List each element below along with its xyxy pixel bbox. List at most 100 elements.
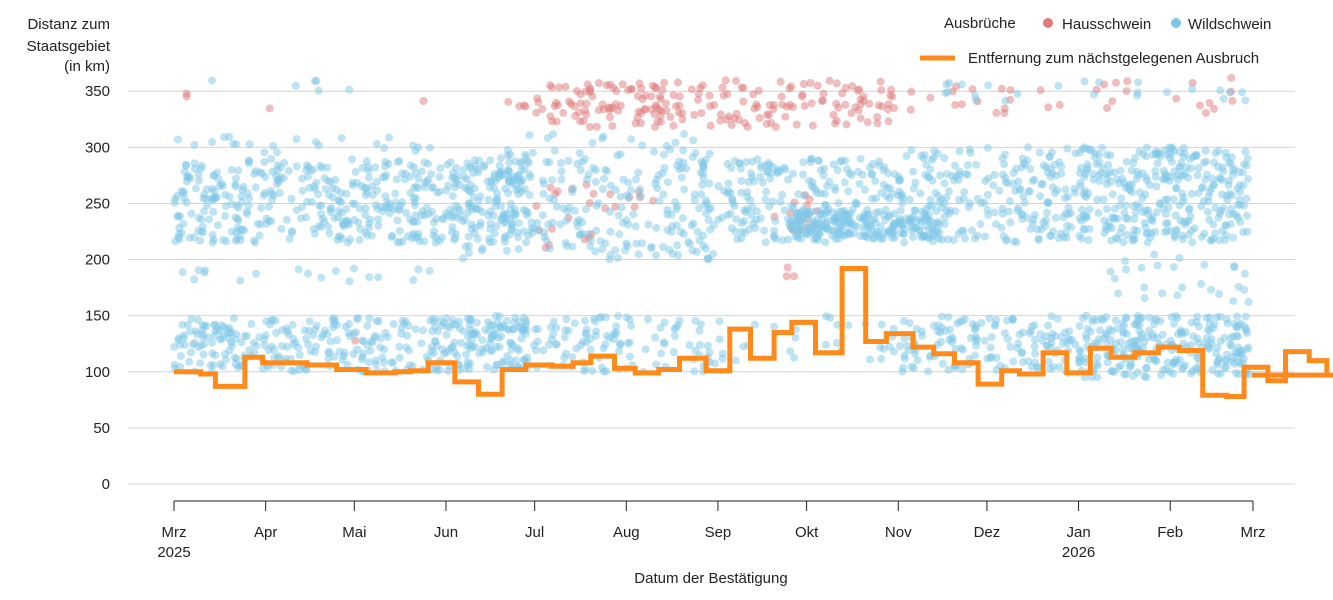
point-wildschwein	[365, 314, 374, 323]
point-hausschwein	[1228, 96, 1237, 105]
point-wildschwein	[1062, 233, 1071, 242]
point-wildschwein	[911, 206, 920, 215]
point-wildschwein	[810, 220, 819, 229]
point-wildschwein	[756, 172, 765, 181]
point-wildschwein	[1222, 363, 1231, 372]
point-wildschwein	[1226, 159, 1235, 168]
point-wildschwein	[484, 318, 493, 327]
point-hausschwein	[1210, 104, 1218, 113]
point-wildschwein	[954, 229, 963, 238]
point-wildschwein	[936, 171, 945, 180]
point-wildschwein	[709, 221, 718, 229]
point-wildschwein	[499, 212, 508, 221]
point-wildschwein	[698, 180, 707, 189]
point-wildschwein	[958, 365, 967, 374]
point-wildschwein	[343, 360, 352, 369]
point-wildschwein	[572, 344, 581, 353]
point-hausschwein	[1112, 78, 1120, 87]
point-wildschwein	[225, 192, 234, 201]
point-wildschwein	[1215, 236, 1224, 245]
point-wildschwein	[374, 215, 383, 224]
point-wildschwein	[364, 163, 373, 172]
point-wildschwein	[1006, 197, 1014, 206]
point-wildschwein	[252, 269, 260, 278]
point-hausschwein	[732, 76, 741, 85]
point-wildschwein	[860, 222, 869, 230]
point-hausschwein	[831, 119, 840, 128]
point-wildschwein	[634, 168, 643, 177]
point-wildschwein	[977, 198, 986, 207]
point-wildschwein	[485, 326, 493, 335]
point-wildschwein	[1129, 372, 1138, 380]
point-wildschwein	[917, 327, 926, 336]
point-hausschwein	[997, 84, 1006, 93]
point-wildschwein	[592, 226, 601, 235]
point-wildschwein	[1176, 216, 1185, 225]
point-wildschwein	[528, 228, 537, 237]
point-wildschwein	[227, 165, 236, 174]
point-wildschwein	[1129, 159, 1138, 167]
point-wildschwein	[525, 131, 534, 140]
point-wildschwein	[521, 150, 529, 159]
point-wildschwein	[611, 327, 620, 336]
point-wildschwein	[1163, 195, 1172, 204]
point-hausschwein	[723, 89, 732, 98]
point-wildschwein	[644, 315, 652, 324]
point-wildschwein	[1043, 341, 1052, 350]
point-wildschwein	[346, 332, 354, 341]
point-hausschwein	[790, 272, 798, 281]
point-wildschwein	[1033, 225, 1042, 234]
point-wildschwein	[174, 334, 183, 343]
point-wildschwein	[295, 350, 304, 359]
point-wildschwein	[1143, 333, 1152, 342]
point-wildschwein	[1023, 156, 1032, 165]
point-wildschwein	[1227, 342, 1236, 350]
point-wildschwein	[599, 344, 608, 353]
point-wildschwein	[657, 349, 666, 358]
point-wildschwein	[187, 348, 195, 357]
point-hausschwein	[863, 118, 872, 127]
point-wildschwein	[208, 349, 217, 358]
point-wildschwein	[594, 199, 603, 208]
point-wildschwein	[668, 249, 677, 258]
point-wildschwein	[913, 356, 922, 365]
point-wildschwein	[1055, 362, 1064, 371]
point-wildschwein	[1093, 195, 1102, 204]
point-wildschwein	[1173, 291, 1182, 300]
point-wildschwein	[374, 221, 383, 230]
point-wildschwein	[361, 204, 370, 213]
point-wildschwein	[763, 168, 772, 177]
point-wildschwein	[701, 244, 710, 253]
point-wildschwein	[474, 168, 483, 177]
point-hausschwein	[1123, 77, 1132, 86]
point-wildschwein	[613, 253, 622, 262]
point-wildschwein	[1028, 219, 1037, 228]
point-wildschwein	[462, 350, 471, 359]
point-hausschwein	[589, 189, 598, 198]
point-wildschwein	[260, 335, 269, 344]
point-wildschwein	[234, 363, 242, 372]
point-wildschwein	[1175, 254, 1184, 263]
point-wildschwein	[429, 314, 438, 323]
point-wildschwein	[588, 366, 597, 375]
point-wildschwein	[983, 205, 992, 214]
point-wildschwein	[691, 149, 700, 157]
point-wildschwein	[770, 322, 779, 331]
point-wildschwein	[1065, 327, 1074, 336]
point-wildschwein	[312, 342, 320, 351]
point-wildschwein	[383, 333, 392, 342]
point-wildschwein	[244, 201, 253, 210]
point-wildschwein	[497, 171, 506, 179]
point-wildschwein	[170, 342, 179, 351]
point-wildschwein	[1123, 230, 1132, 239]
point-wildschwein	[591, 166, 600, 175]
point-wildschwein	[890, 209, 899, 218]
point-wildschwein	[395, 205, 404, 214]
point-wildschwein	[598, 185, 607, 193]
point-wildschwein	[514, 219, 523, 228]
point-wildschwein	[1034, 234, 1043, 243]
point-wildschwein	[385, 133, 393, 142]
point-wildschwein	[1229, 233, 1238, 242]
point-wildschwein	[1076, 148, 1085, 157]
point-wildschwein	[414, 184, 423, 193]
